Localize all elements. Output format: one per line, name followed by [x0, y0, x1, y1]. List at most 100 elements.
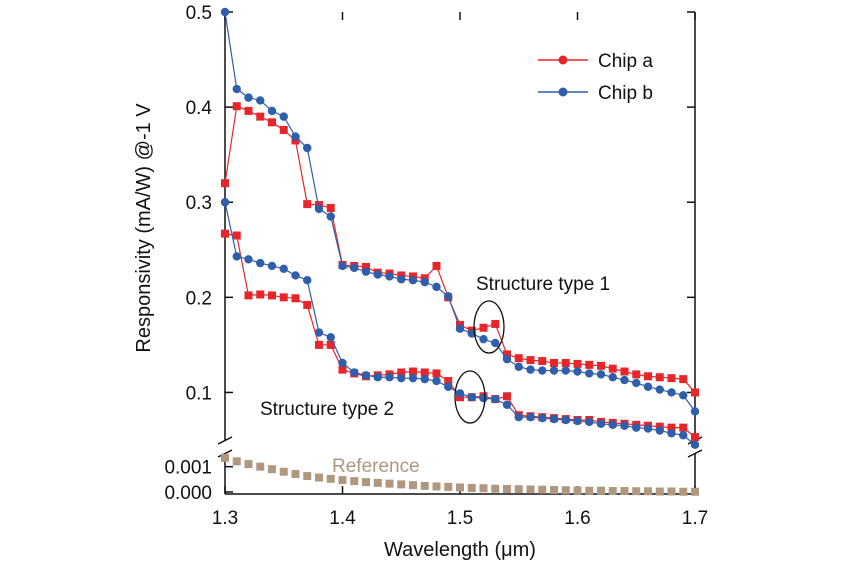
data-point	[397, 275, 406, 284]
reference-label: Reference	[332, 456, 420, 477]
data-point	[291, 132, 300, 141]
data-point	[620, 375, 629, 385]
data-point	[573, 486, 582, 495]
data-point	[338, 365, 347, 374]
data-point	[597, 486, 605, 495]
data-point	[408, 276, 418, 285]
data-point	[350, 477, 359, 486]
data-point	[643, 382, 653, 391]
data-point	[549, 414, 559, 424]
legend-label: Chip a	[598, 51, 653, 72]
data-point	[232, 102, 241, 111]
y-axis-label: Responsivity (mA/W) @-1 V	[133, 103, 155, 353]
series-3	[220, 198, 700, 449]
data-point	[444, 382, 453, 391]
data-point	[303, 300, 312, 309]
structure-1-ellipse	[473, 300, 505, 354]
data-point	[667, 487, 676, 496]
data-point	[643, 424, 653, 433]
data-point	[644, 487, 652, 496]
data-point	[538, 413, 547, 423]
data-point	[526, 485, 535, 494]
x-axis-label: Wavelength (μm)	[384, 539, 536, 561]
data-point	[338, 261, 347, 271]
data-point	[632, 370, 641, 379]
data-point	[373, 270, 382, 279]
data-point	[514, 362, 523, 371]
data-point	[503, 350, 511, 359]
data-point	[256, 258, 265, 268]
data-point	[690, 407, 700, 416]
data-point	[303, 200, 312, 209]
data-point	[267, 261, 277, 271]
data-point	[303, 143, 312, 153]
data-point	[608, 486, 617, 495]
y-tick-label: 0.2	[186, 288, 212, 309]
data-point	[620, 421, 629, 430]
data-point	[561, 358, 570, 367]
data-point	[268, 465, 276, 474]
data-point	[550, 485, 558, 494]
data-point	[503, 484, 511, 493]
data-point	[362, 478, 370, 487]
data-point	[432, 261, 441, 270]
x-tick-label: 1.6	[564, 508, 590, 529]
data-point	[256, 462, 265, 471]
x-tick-label: 1.4	[329, 508, 356, 529]
data-point	[279, 293, 288, 302]
data-point	[373, 373, 382, 382]
data-point	[526, 412, 535, 422]
axis-break-left	[217, 436, 233, 458]
data-point	[491, 319, 500, 328]
x-tick-label: 1.3	[212, 508, 238, 529]
data-point	[573, 359, 582, 368]
data-point	[303, 276, 312, 285]
data-point	[549, 366, 559, 375]
data-point	[455, 324, 465, 333]
data-point	[444, 482, 453, 491]
data-point	[608, 373, 617, 382]
data-point	[444, 377, 453, 386]
data-point	[679, 431, 688, 440]
data-point	[585, 360, 594, 369]
data-point	[232, 457, 241, 466]
y-tick-label-lower: 0.001	[164, 458, 212, 479]
data-point	[655, 487, 664, 496]
data-point	[350, 263, 359, 273]
data-point	[314, 204, 324, 214]
data-point	[491, 394, 500, 404]
data-point	[397, 480, 406, 489]
data-point	[691, 433, 699, 442]
data-point	[679, 487, 688, 496]
data-point	[244, 255, 253, 264]
data-point	[232, 252, 241, 261]
y-axis-ticks-lower: 0.000 0.001	[164, 458, 233, 504]
data-point	[221, 179, 229, 188]
data-point	[561, 415, 570, 425]
x-tick-label: 1.5	[447, 508, 473, 529]
data-point	[679, 423, 688, 432]
data-point	[256, 112, 265, 121]
data-point	[362, 262, 370, 271]
data-point	[420, 368, 429, 377]
data-point	[667, 388, 676, 397]
data-point	[232, 231, 241, 240]
data-point	[690, 440, 700, 449]
data-point	[373, 478, 382, 487]
legend-marker	[558, 55, 568, 65]
data-point	[608, 420, 617, 429]
data-point	[632, 378, 641, 388]
data-point	[361, 267, 371, 276]
data-point	[444, 292, 453, 301]
data-point	[596, 419, 606, 429]
data-point	[244, 93, 253, 102]
data-point	[679, 391, 688, 400]
legend: Chip a Chip b	[538, 51, 653, 104]
data-point	[244, 460, 253, 469]
annotations: Structure type 1 Structure type 2 Refere…	[260, 274, 610, 477]
data-point	[620, 367, 629, 376]
data-point	[338, 358, 347, 368]
data-point	[315, 473, 323, 482]
data-point	[268, 291, 276, 300]
